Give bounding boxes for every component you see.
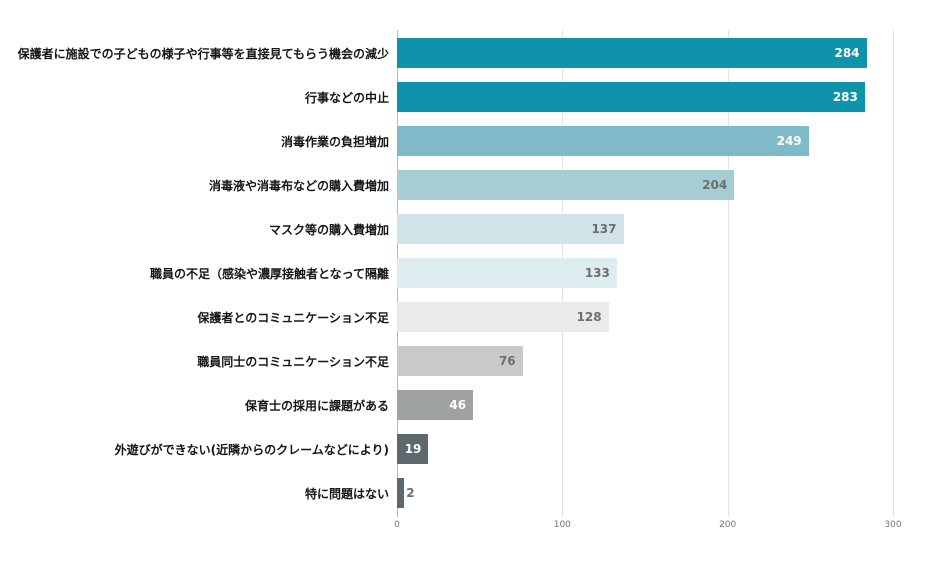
bar-row: 保育士の採用に課題がある 46 (0, 383, 940, 427)
bar-track: 204 (397, 170, 937, 200)
bar-value: 76 (498, 354, 516, 368)
bar: 249 (397, 126, 809, 156)
bar-track: 283 (397, 82, 937, 112)
bar-rows: 保護者に施設での子どもの様子や行事等を直接見てもらう機会の減少 284 行事などの中… (0, 31, 940, 515)
bar-label: 行事などの中止 (304, 90, 389, 105)
bar-label: 保護者とのコミュニケーション不足 (197, 310, 389, 325)
x-tick-label: 300 (884, 520, 902, 530)
gridline (893, 30, 894, 517)
bar-value: 133 (584, 266, 610, 280)
bar-value: 249 (776, 134, 802, 148)
bar-track: 284 (397, 38, 937, 68)
bar-row: 行事などの中止 283 (0, 75, 940, 119)
bar: 284 (397, 38, 867, 68)
bar-label: マスク等の購入費増加 (268, 222, 389, 237)
bar-row: 消毒液や消毒布などの購入費増加 204 (0, 163, 940, 207)
bar: 137 (397, 214, 624, 244)
bar-label: 職員同士のコミュニケーション不足 (197, 354, 389, 369)
bar-label: 消毒作業の負担増加 (280, 134, 389, 149)
bar-value: 283 (832, 90, 858, 104)
x-tick-label: 100 (553, 520, 571, 530)
bar-track: 133 (397, 258, 937, 288)
bar-track: 46 (397, 390, 937, 420)
bar-row: 保護者に施設での子どもの様子や行事等を直接見てもらう機会の減少 284 (0, 31, 940, 75)
bar-label: 保育士の採用に課題がある (244, 398, 389, 413)
x-axis-ticks: 0 100 200 300 (394, 520, 901, 534)
bar-row: 消毒作業の負担増加 249 (0, 119, 940, 163)
bar-value: 19 (404, 442, 422, 456)
bar: 133 (397, 258, 617, 288)
bar: 76 (397, 346, 523, 376)
bar-row: 保護者とのコミュニケーション不足 128 (0, 295, 940, 339)
x-tick-label: 0 (394, 520, 400, 530)
bar: 283 (397, 82, 865, 112)
bar-value: 284 (834, 46, 860, 60)
bar (397, 478, 404, 508)
bar-value: 128 (576, 310, 602, 324)
bar-track: 137 (397, 214, 937, 244)
bar-row: 外遊びができない(近隣からのクレームなどにより) 19 (0, 427, 940, 471)
bar-value: 137 (591, 222, 617, 236)
bar-value: 2 (406, 486, 415, 500)
bar-track: 76 (397, 346, 937, 376)
bar-value: 204 (702, 178, 728, 192)
x-tick-label: 200 (719, 520, 737, 530)
bar-label: 消毒液や消毒布などの購入費増加 (208, 178, 389, 193)
bar: 128 (397, 302, 609, 332)
bar-track: 2 (397, 478, 937, 508)
bar-row: マスク等の購入費増加 137 (0, 207, 940, 251)
bar-value: 46 (449, 398, 467, 412)
bar-label: 外遊びができない(近隣からのクレームなどにより) (114, 442, 389, 457)
bar-label: 保護者に施設での子どもの様子や行事等を直接見てもらう機会の減少 (17, 46, 389, 61)
bar-row: 特に問題はない 2 (0, 471, 940, 515)
bar-label: 特に問題はない (304, 486, 389, 501)
bar: 204 (397, 170, 735, 200)
bar: 46 (397, 390, 474, 420)
bar-row: 職員同士のコミュニケーション不足 76 (0, 339, 940, 383)
gridline (727, 30, 729, 517)
bar: 19 (397, 434, 429, 464)
bar-row: 職員の不足（感染や濃厚接触者となって隔離 133 (0, 251, 940, 295)
bar-track: 249 (397, 126, 937, 156)
bar-track: 128 (397, 302, 937, 332)
bar-track: 19 (397, 434, 937, 464)
bar-label: 職員の不足（感染や濃厚接触者となって隔離 (149, 266, 389, 281)
